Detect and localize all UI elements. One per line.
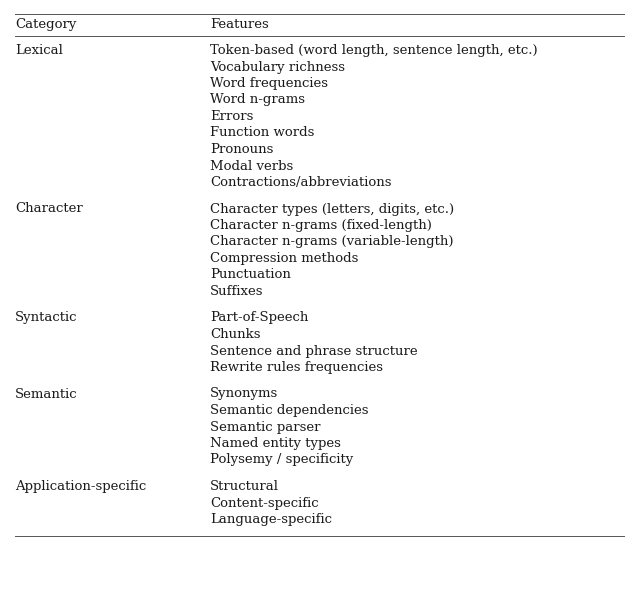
Text: Sentence and phrase structure: Sentence and phrase structure xyxy=(210,344,418,358)
Text: Function words: Function words xyxy=(210,127,314,139)
Text: Semantic parser: Semantic parser xyxy=(210,420,321,434)
Text: Chunks: Chunks xyxy=(210,328,260,341)
Text: Suffixes: Suffixes xyxy=(210,285,264,298)
Text: Polysemy / specificity: Polysemy / specificity xyxy=(210,453,353,467)
Text: Application-specific: Application-specific xyxy=(15,480,147,493)
Text: Lexical: Lexical xyxy=(15,44,63,57)
Text: Errors: Errors xyxy=(210,110,253,123)
Text: Character: Character xyxy=(15,203,83,215)
Text: Character n-grams (fixed-length): Character n-grams (fixed-length) xyxy=(210,219,432,232)
Text: Semantic dependencies: Semantic dependencies xyxy=(210,404,369,417)
Text: Pronouns: Pronouns xyxy=(210,143,273,156)
Text: Part-of-Speech: Part-of-Speech xyxy=(210,312,308,324)
Text: Compression methods: Compression methods xyxy=(210,252,358,265)
Text: Character n-grams (variable-length): Character n-grams (variable-length) xyxy=(210,236,454,248)
Text: Syntactic: Syntactic xyxy=(15,312,77,324)
Text: Semantic: Semantic xyxy=(15,388,77,400)
Text: Category: Category xyxy=(15,18,76,31)
Text: Contractions/abbreviations: Contractions/abbreviations xyxy=(210,176,392,189)
Text: Character types (letters, digits, etc.): Character types (letters, digits, etc.) xyxy=(210,203,454,215)
Text: Content-specific: Content-specific xyxy=(210,496,319,510)
Text: Named entity types: Named entity types xyxy=(210,437,341,450)
Text: Punctuation: Punctuation xyxy=(210,268,291,282)
Text: Word frequencies: Word frequencies xyxy=(210,77,328,90)
Text: Structural: Structural xyxy=(210,480,279,493)
Text: Vocabulary richness: Vocabulary richness xyxy=(210,60,345,74)
Text: Word n-grams: Word n-grams xyxy=(210,93,305,107)
Text: Language-specific: Language-specific xyxy=(210,513,332,526)
Text: Synonyms: Synonyms xyxy=(210,388,278,400)
Text: Token-based (word length, sentence length, etc.): Token-based (word length, sentence lengt… xyxy=(210,44,538,57)
Text: Rewrite rules frequencies: Rewrite rules frequencies xyxy=(210,361,383,374)
Text: Modal verbs: Modal verbs xyxy=(210,160,293,172)
Text: Features: Features xyxy=(210,18,269,31)
